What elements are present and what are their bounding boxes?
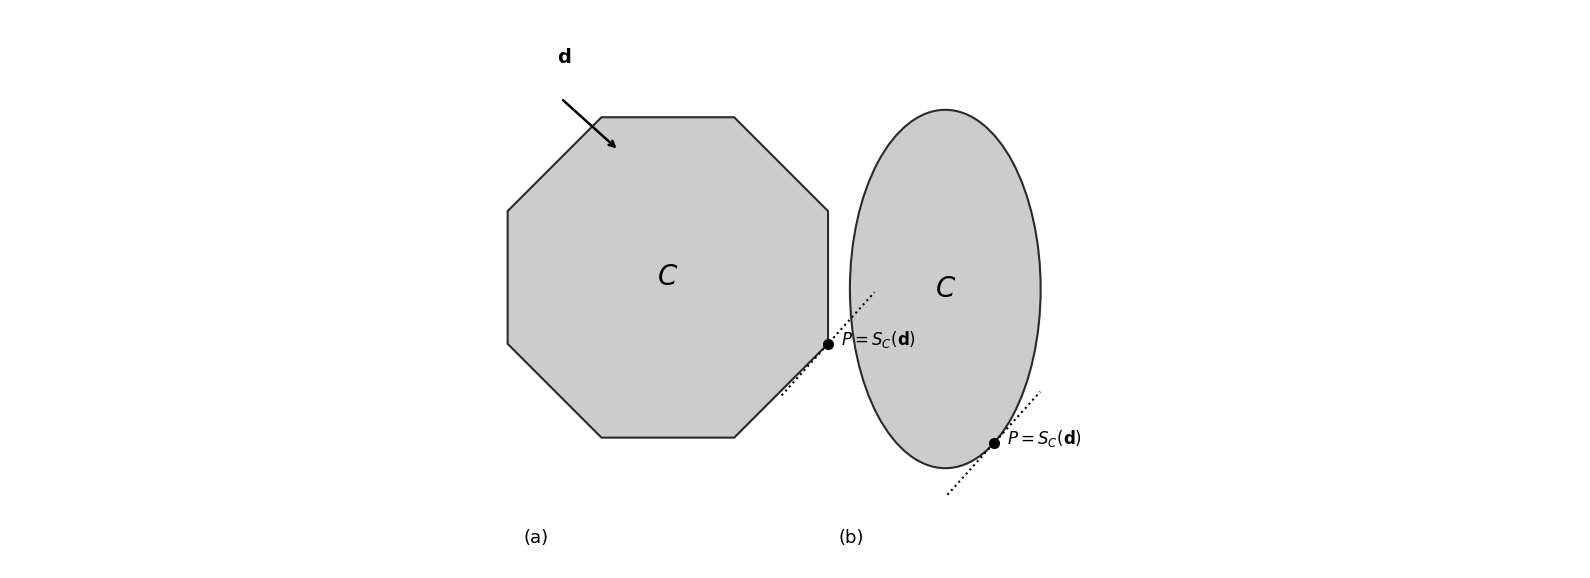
Text: (b): (b) bbox=[838, 528, 863, 547]
Ellipse shape bbox=[851, 110, 1040, 468]
Text: $P = S_C(\mathbf{d})$: $P = S_C(\mathbf{d})$ bbox=[841, 329, 916, 350]
Text: $C$: $C$ bbox=[657, 264, 679, 291]
Polygon shape bbox=[507, 117, 828, 438]
Text: (a): (a) bbox=[523, 528, 549, 547]
Text: $C$: $C$ bbox=[935, 275, 956, 303]
Text: $P = S_C(\mathbf{d})$: $P = S_C(\mathbf{d})$ bbox=[1006, 428, 1081, 449]
Text: $\mathbf{d}$: $\mathbf{d}$ bbox=[556, 49, 571, 67]
